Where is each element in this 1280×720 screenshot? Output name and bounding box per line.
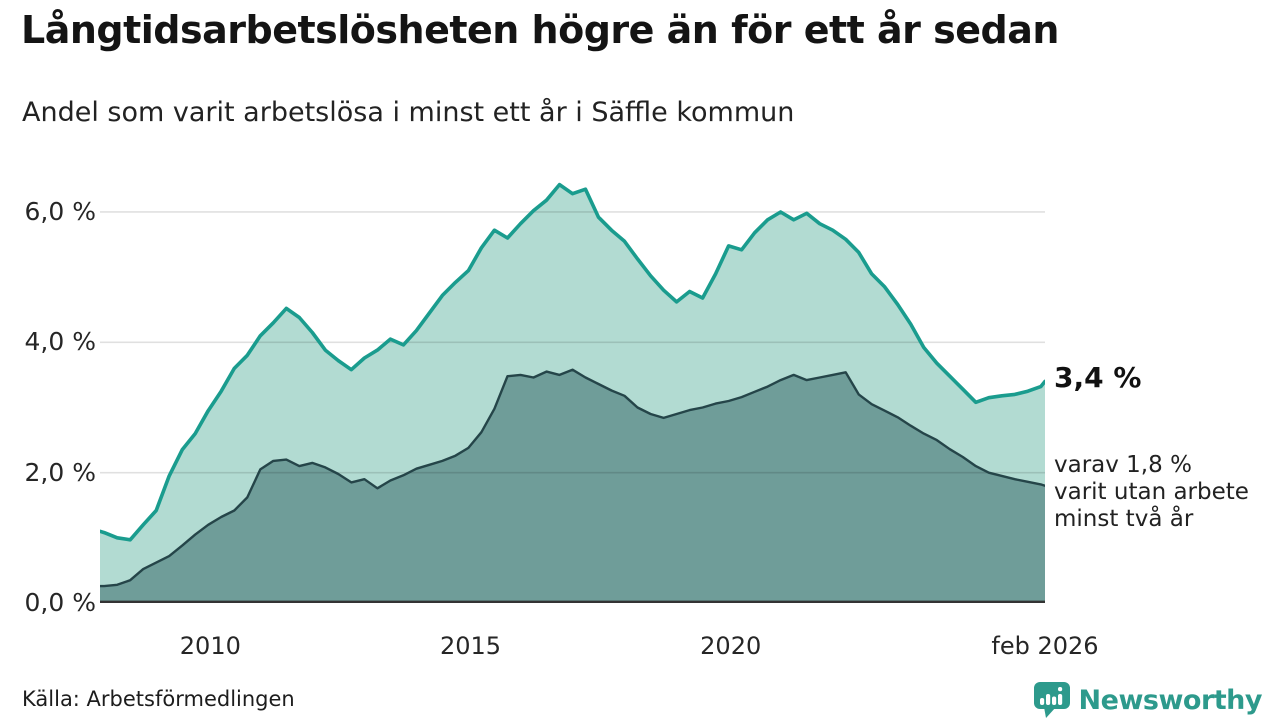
brand-name: Newsworthy	[1078, 684, 1263, 716]
chart-svg	[98, 182, 1047, 603]
chart-title: Långtidsarbetslösheten högre än för ett …	[21, 8, 1059, 52]
source-text: Källa: Arbetsförmedlingen	[22, 687, 295, 711]
x-axis-label: 2015	[439, 632, 502, 660]
secondary-annotation-line2: varit utan arbete	[1054, 478, 1249, 505]
newsworthy-icon	[1033, 682, 1070, 718]
chart-area	[98, 167, 1047, 603]
x-axis-label: 2020	[700, 632, 762, 660]
secondary-annotation-line3: minst två år	[1054, 505, 1194, 532]
secondary-annotation-line1: varav 1,8 %	[1054, 452, 1192, 478]
y-axis-label: 4,0 %	[24, 327, 96, 357]
y-axis-label: 2,0 %	[24, 457, 96, 487]
y-axis-label: 6,0 %	[24, 196, 96, 226]
secondary-annotation: varav 1,8 % varit utan arbete minst två …	[1054, 452, 1249, 533]
x-axis-label: 2010	[179, 632, 241, 660]
end-value-annotation: 3,4 %	[1054, 361, 1142, 394]
chart-subtitle: Andel som varit arbetslösa i minst ett å…	[22, 97, 795, 128]
y-axis-label: 0,0 %	[24, 588, 96, 617]
x-axis-label: feb 2026	[991, 632, 1099, 660]
brand-logo: Newsworthy	[1033, 681, 1263, 719]
